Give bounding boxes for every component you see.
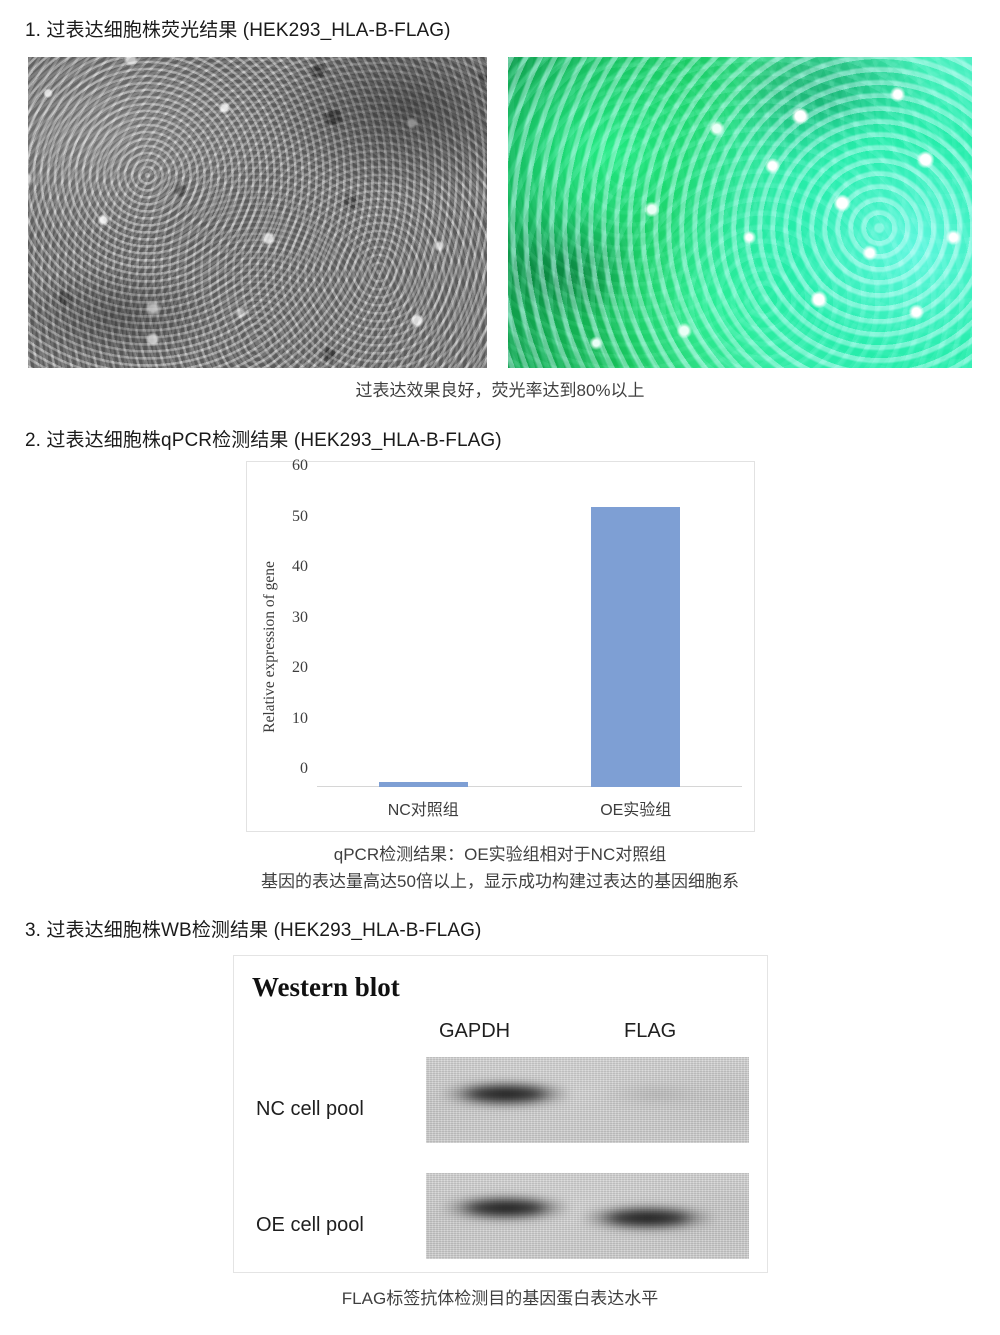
gfp-fluorescence-microscopy-image	[508, 57, 972, 368]
row-label-oe-cell-pool: OE cell pool	[256, 1214, 364, 1236]
chart-y-axis-title-text: Relative expression of gene	[261, 560, 279, 733]
brightfield-microscopy-image	[28, 57, 487, 368]
qpcr-bar-chart: Relative expression of gene 0 10 20 30 40 50 6…	[246, 457, 755, 832]
section-1-title: 1. 过表达细胞株荧光结果 (HEK293_HLA-B-FLAG)	[25, 20, 451, 41]
section-1-caption: 过表达效果良好，荧光率达到80%以上	[355, 381, 645, 400]
western-blot-panel: Western blot GAPDH FLAG NC cell pool OE …	[233, 955, 768, 1273]
band-nc-gapdh	[442, 1081, 570, 1107]
section-3-title: 3. 过表达细胞株WB检测结果 (HEK293_HLA-B-FLAG)	[25, 920, 482, 941]
section-2-caption: qPCR检测结果：OE实验组相对于NC对照组 基因的表达量高达50倍以上，显示成…	[261, 845, 739, 891]
chart-bar-slot: NC对照组	[317, 484, 530, 819]
blot-strip-oe	[426, 1173, 749, 1259]
chart-plot-area: 0 10 20 30 40 50 60 NC对照组 OE实验组	[292, 457, 743, 819]
chart-y-tick-label: 50	[292, 507, 308, 525]
chart-y-tick-label: 0	[300, 760, 308, 777]
band-oe-flag	[582, 1205, 714, 1231]
lane-header-flag: FLAG	[624, 1020, 677, 1042]
chart-y-tick-label: 20	[292, 659, 308, 676]
section-2-title: 2. 过表达细胞株qPCR检测结果 (HEK293_HLA-B-FLAG)	[25, 430, 502, 451]
chart-bar	[591, 506, 681, 787]
chart-x-tick-label: NC对照组	[387, 802, 459, 819]
chart-y-tick-label: 40	[292, 558, 308, 575]
chart-x-axis-line	[317, 786, 742, 787]
chart-x-tick-label: OE实验组	[600, 802, 672, 819]
chart-bar	[378, 781, 468, 787]
chart-y-axis-title: Relative expression of gene	[257, 462, 283, 831]
band-oe-gapdh	[442, 1195, 570, 1221]
row-label-nc-cell-pool: NC cell pool	[256, 1098, 364, 1120]
chart-bars: NC对照组 OE实验组	[317, 484, 743, 819]
chart-y-tick-label: 30	[292, 608, 308, 626]
section-3-caption: FLAG标签抗体检测目的基因蛋白表达水平	[341, 1289, 659, 1308]
fluorescence-puncta-layer	[508, 57, 972, 368]
western-blot-heading: Western blot	[252, 972, 400, 1002]
chart-y-tick-label: 10	[292, 709, 308, 727]
lane-header-gapdh: GAPDH	[439, 1020, 511, 1042]
chart-y-tick-label: 60	[292, 457, 308, 474]
blot-strip-nc	[426, 1057, 749, 1143]
chart-bar-slot: OE实验组	[530, 484, 743, 819]
band-nc-flag	[602, 1087, 710, 1101]
brightfield-shading-layer	[28, 57, 487, 368]
